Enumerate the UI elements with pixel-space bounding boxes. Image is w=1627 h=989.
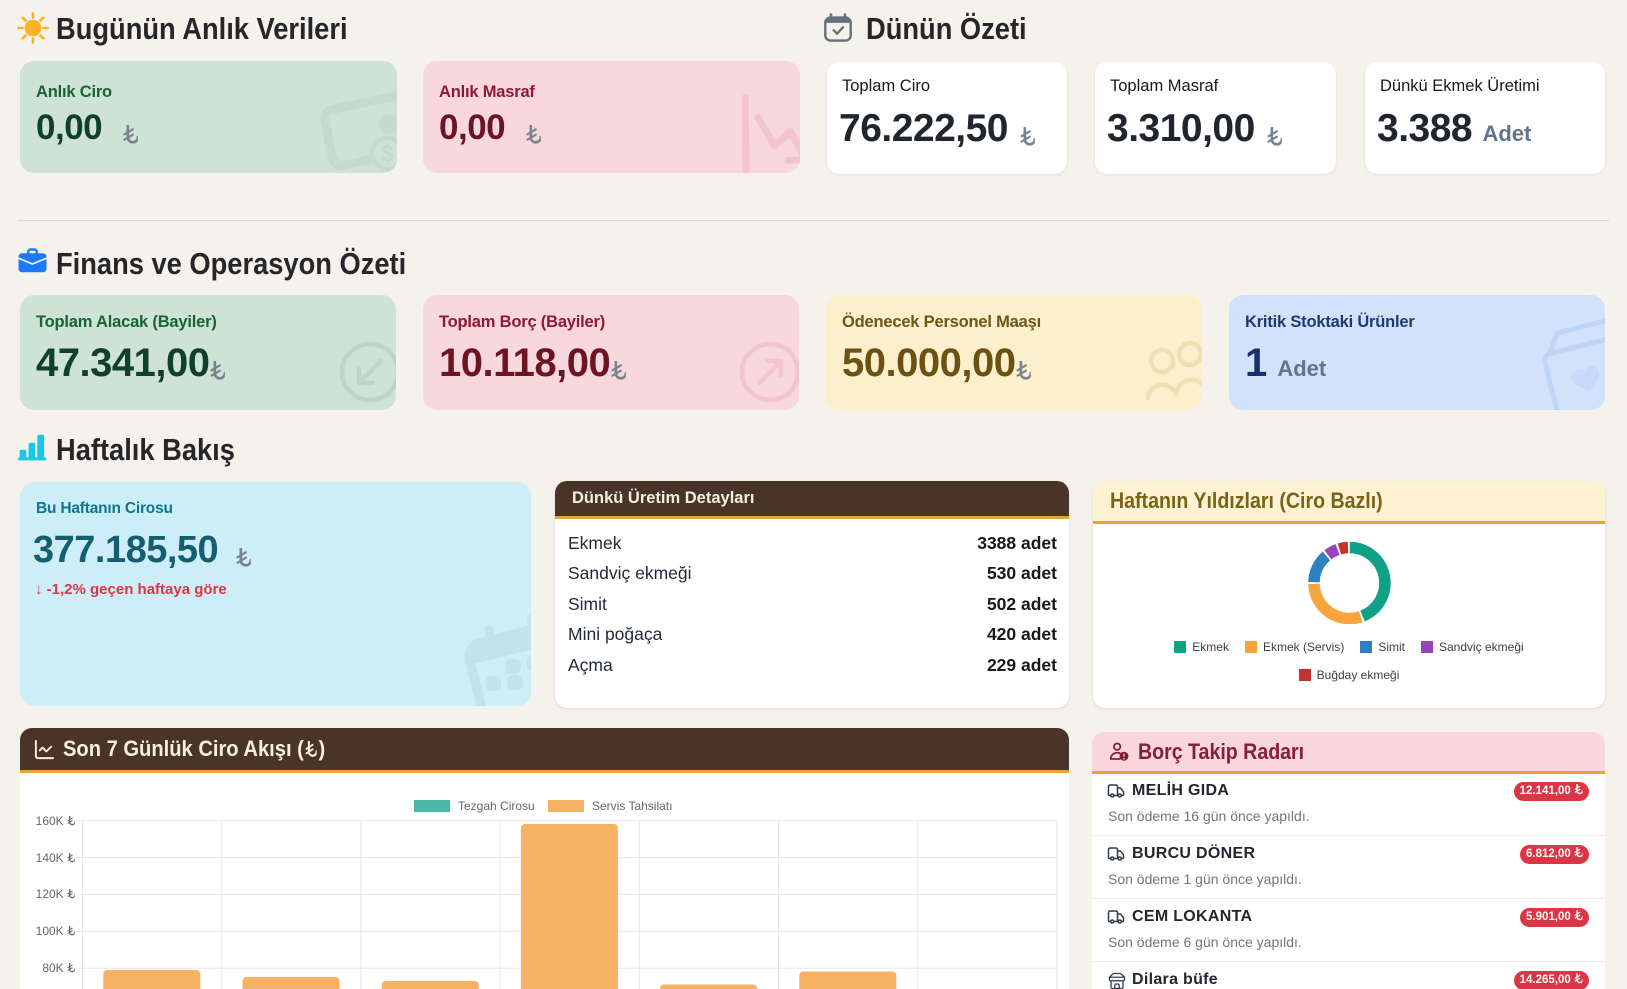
svg-text:$: $ bbox=[381, 141, 394, 167]
